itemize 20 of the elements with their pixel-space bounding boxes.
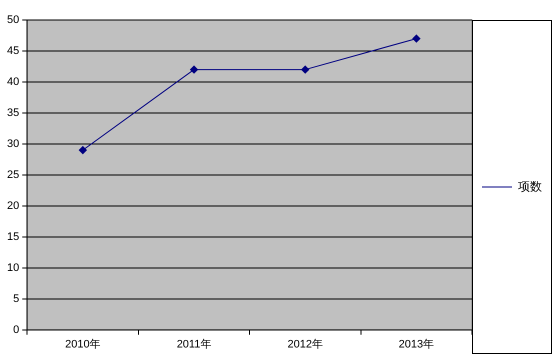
y-tick-label: 20	[6, 200, 20, 212]
y-tick-label: 50	[6, 14, 20, 26]
x-tick-label: 2010年	[65, 338, 101, 350]
x-tick-label: 2012年	[287, 338, 323, 350]
y-tick-label: 15	[6, 230, 20, 243]
y-tick-label: 10	[6, 262, 20, 274]
y-tick-label: 5	[13, 292, 20, 305]
point	[301, 66, 310, 74]
point	[412, 34, 420, 43]
y-tick-label: 30	[6, 138, 20, 150]
y-tick-label: 40	[6, 76, 20, 88]
y-tick-label: 0	[13, 324, 20, 336]
y-tick-label: 25	[6, 168, 20, 181]
x-tick-label: 2011年	[176, 338, 212, 350]
legend-label: 项数	[518, 179, 542, 194]
point	[78, 146, 87, 154]
point	[190, 66, 198, 74]
y-tick-label: 45	[6, 45, 20, 58]
x-tick-label: 2013年	[398, 338, 434, 350]
y-tick-label: 35	[6, 106, 20, 119]
